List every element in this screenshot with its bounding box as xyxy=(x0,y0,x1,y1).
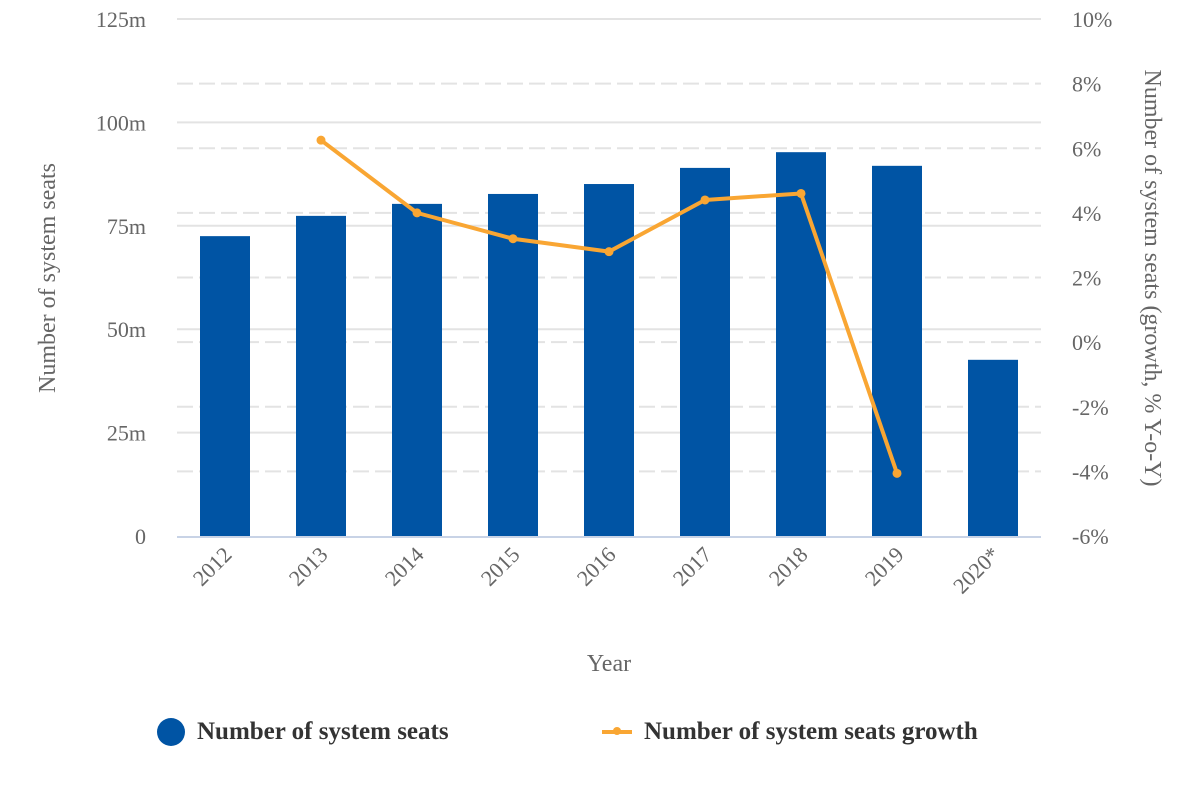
x-tick-label: 2018 xyxy=(764,542,813,591)
y-tick-label: 100m xyxy=(96,110,146,135)
line-point xyxy=(700,195,710,205)
x-tick-label: 2020* xyxy=(948,542,1005,599)
x-tick-label: 2016 xyxy=(572,542,621,591)
left-axis-ticks: 0 25m 50m 75m 100m 125m xyxy=(96,7,146,549)
line-point xyxy=(316,135,326,145)
legend-item-seats[interactable]: Number of system seats xyxy=(157,718,449,746)
right-axis-ticks: -6% -4% -2% 0% 2% 4% 6% 8% 10% xyxy=(1072,7,1112,549)
y-tick-label: 125m xyxy=(96,7,146,32)
y-tick-label: 25m xyxy=(107,421,146,446)
y2-tick-label: 8% xyxy=(1072,72,1101,97)
bar xyxy=(872,165,922,536)
y-tick-label: 75m xyxy=(107,214,146,239)
bar-series xyxy=(200,152,1018,536)
bar xyxy=(392,203,442,536)
y2-tick-label: 2% xyxy=(1072,266,1101,291)
y2-tick-label: 4% xyxy=(1072,201,1101,226)
x-axis-ticks: 2012 2013 2014 2015 2016 2017 2018 2019 2020* xyxy=(188,542,1005,599)
line-point xyxy=(604,247,614,257)
bar xyxy=(200,236,250,536)
x-tick-label: 2017 xyxy=(668,542,717,591)
legend: Number of system seats Number of system … xyxy=(0,718,1200,762)
y2-tick-label: 0% xyxy=(1072,330,1101,355)
line-point xyxy=(412,208,422,218)
y2-tick-label: 10% xyxy=(1072,7,1112,32)
x-tick-label: 2012 xyxy=(188,542,237,591)
x-tick-label: 2019 xyxy=(860,542,909,591)
legend-label-seats: Number of system seats xyxy=(197,718,449,745)
y2-axis-title: Number of system seats (growth, % Y-o-Y) xyxy=(1139,69,1165,486)
y2-tick-label: -2% xyxy=(1072,395,1109,420)
y2-tick-label: -6% xyxy=(1072,524,1109,549)
line-point xyxy=(796,188,806,198)
bar xyxy=(296,215,346,536)
bar xyxy=(680,167,730,536)
y-tick-label: 50m xyxy=(107,317,146,342)
y2-tick-label: 6% xyxy=(1072,136,1101,161)
y-axis-title: Number of system seats xyxy=(35,163,61,393)
legend-bar-marker-icon xyxy=(157,718,185,746)
line-point xyxy=(892,468,902,478)
bar xyxy=(776,152,826,536)
x-axis-title: Year xyxy=(587,651,631,677)
bar xyxy=(488,193,538,536)
legend-line-marker-icon xyxy=(602,727,632,735)
bar xyxy=(968,359,1018,536)
line-series xyxy=(316,135,902,478)
y2-tick-label: -4% xyxy=(1072,459,1109,484)
x-tick-label: 2013 xyxy=(284,542,333,591)
legend-item-growth[interactable]: Number of system seats growth xyxy=(602,718,978,746)
chart: 0 25m 50m 75m 100m 125m -6% -4% -2% 0% 2% 4% 6% 8% 10… xyxy=(35,7,1165,677)
legend-label-growth: Number of system seats growth xyxy=(644,718,978,745)
y-tick-label: 0 xyxy=(135,524,146,549)
bar xyxy=(584,184,634,536)
line-point xyxy=(508,234,518,244)
x-tick-label: 2014 xyxy=(380,542,429,591)
x-tick-label: 2015 xyxy=(476,542,525,591)
